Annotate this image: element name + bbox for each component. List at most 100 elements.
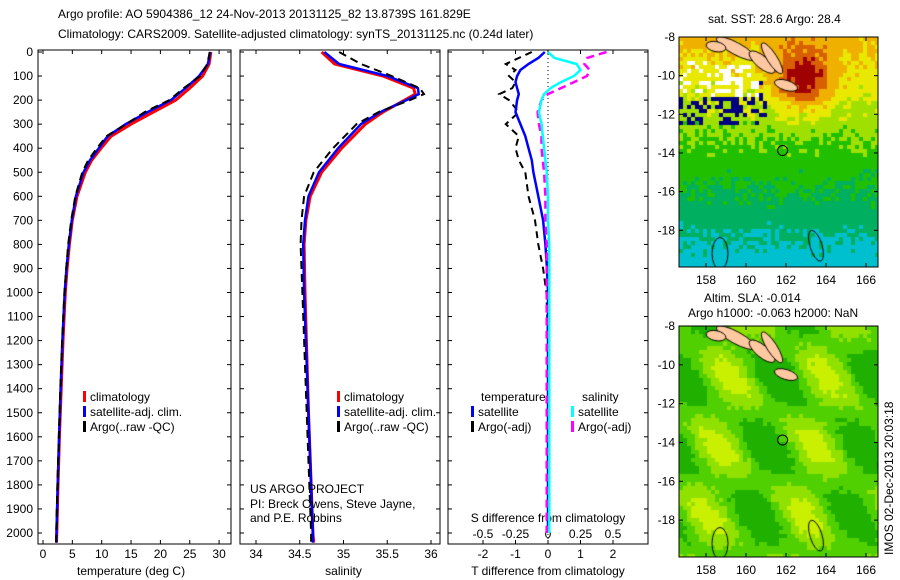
lat-tick-label: -10 [658, 358, 676, 372]
lat-tick-label: -16 [658, 185, 676, 199]
x2-tick-label: -0.5 [473, 527, 494, 541]
x2-tick-label: 0 [545, 527, 552, 541]
x-tick-label: -2 [478, 547, 489, 561]
y-tick-label: 700 [13, 213, 33, 227]
climatology-line [55, 51, 213, 543]
y-tick-label: 1500 [6, 406, 33, 420]
y-tick-label: 1600 [6, 430, 33, 444]
y-tick-label: 600 [13, 189, 33, 203]
lon-tick-label: 158 [696, 273, 716, 287]
y-tick-label: 0 [26, 45, 33, 59]
credits-line2: PI: Breck Owens, Steve Jayne, and P.E. R… [250, 497, 416, 525]
lat-tick-label: -16 [658, 474, 676, 488]
s-argo-line [536, 50, 607, 533]
s-satellite-line [537, 51, 583, 533]
lon-tick-label: 162 [776, 273, 796, 287]
lat-tick-label: -12 [658, 107, 676, 121]
map-frame [678, 36, 879, 268]
sla-map-panel: 158 160 162 164 166 -8 -10 -12 -14 -16 -18 Altim. S… [658, 291, 879, 577]
legend-swatch [571, 406, 574, 417]
lon-tick-label: 160 [736, 563, 756, 577]
x-tick-label: 0 [40, 547, 47, 561]
axes-frame [37, 49, 232, 545]
x-tick-label: 20 [154, 547, 168, 561]
temperature-panel: 0100200300400500600700800900100011001200… [6, 45, 232, 578]
x-tick-label: 30 [212, 547, 226, 561]
legend-swatch [337, 406, 340, 417]
profile-location-marker [777, 434, 789, 446]
x-axis-label: temperature (deg C) [77, 564, 185, 578]
lat-tick-label: -8 [664, 30, 675, 44]
lon-tick-label: 166 [856, 273, 876, 287]
t-satellite-line [514, 51, 550, 533]
y-tick-label: 1000 [6, 286, 33, 300]
x-tick-label: 5 [69, 547, 76, 561]
argo-line [55, 51, 211, 543]
legend-swatch [571, 421, 574, 432]
y-tick-label: 1200 [6, 334, 33, 348]
x-tick-label: 35.5 [376, 547, 400, 561]
lon-tick-label: 164 [816, 563, 836, 577]
x-tick-label: 0 [545, 547, 552, 561]
legend-label: climatology [90, 390, 150, 404]
y-tick-label: 1800 [6, 478, 33, 492]
title-line1: Argo profile: AO 5904386_12 24-Nov-2013 … [58, 7, 471, 21]
legend-title-salinity: salinity [582, 390, 619, 404]
lon-tick-label: 160 [736, 273, 756, 287]
sla-map-image [679, 326, 878, 557]
y-tick-label: 200 [13, 93, 33, 107]
x-tick-label: 36 [424, 547, 438, 561]
x-tick-label: 2 [610, 547, 617, 561]
legend-label: Argo(-adj) [478, 420, 531, 434]
legend-label: satellite-adj. clim. [344, 405, 436, 419]
lat-tick-label: -18 [658, 513, 676, 527]
x-tick-label: 34.5 [288, 547, 312, 561]
sst-map-image [679, 37, 878, 267]
x-tick-label: 10 [95, 547, 109, 561]
lon-tick-label: 166 [856, 563, 876, 577]
y-tick-label: 1300 [6, 358, 33, 372]
lat-tick-label: -14 [658, 435, 676, 449]
x-tick-label: 34 [249, 547, 263, 561]
x2-tick-label: -0.25 [502, 527, 530, 541]
legend-label: satellite [578, 405, 619, 419]
y-tick-label: 300 [13, 117, 33, 131]
y-tick-label: 1900 [6, 502, 33, 516]
legend-swatch [83, 406, 86, 417]
lon-tick-label: 158 [696, 563, 716, 577]
satellite-adj-line [55, 51, 212, 543]
y-tick-label: 1100 [7, 310, 33, 324]
x2-tick-label: 0.5 [605, 527, 622, 541]
legend-label: Argo(..raw -QC) [344, 420, 429, 434]
x-axis-label: salinity [325, 564, 362, 578]
legend-swatch [471, 406, 474, 417]
timestamp-label: IMOS 02-Dec-2013 20:03:18 [882, 401, 896, 555]
x-tick-label: 15 [124, 547, 138, 561]
lat-tick-label: -18 [658, 223, 676, 237]
axes-frame [239, 49, 441, 545]
legend-swatch [83, 391, 86, 402]
legend-title-temperature: temperature [481, 390, 546, 404]
map-frame [678, 325, 879, 558]
map-title: sat. SST: 28.6 Argo: 28.4 [708, 12, 841, 26]
legend-label: Argo(-adj) [578, 420, 631, 434]
argo-line [299, 51, 426, 543]
y-tick-label: 100 [13, 69, 33, 83]
x-tick-label: 1 [577, 547, 584, 561]
legend-label: Argo(..raw -QC) [90, 420, 175, 434]
sst-map-panel: 158 160 162 164 166 -8 -10 -12 -14 -16 -18 sat. SST… [658, 12, 879, 287]
satellite-adj-line [301, 51, 421, 543]
credits-line1: US ARGO PROJECT [250, 482, 365, 496]
x-tick-label: -1 [510, 547, 521, 561]
y-tick-label: 2000 [6, 526, 33, 540]
y-tick-label: 1700 [6, 454, 33, 468]
lat-tick-label: -14 [658, 146, 676, 160]
title-line2: Climatology: CARS2009. Satellite-adjuste… [58, 27, 533, 41]
salinity-panel: 34 34.5 35 35.5 36 salinity climatologysatelli… [239, 49, 441, 578]
profile-location-marker [777, 145, 789, 157]
x2-tick-label: 0.25 [569, 527, 593, 541]
lat-tick-label: -8 [664, 319, 675, 333]
map-title: Argo h1000: -0.063 h2000: NaN [688, 306, 858, 320]
legend-swatch [337, 421, 340, 432]
